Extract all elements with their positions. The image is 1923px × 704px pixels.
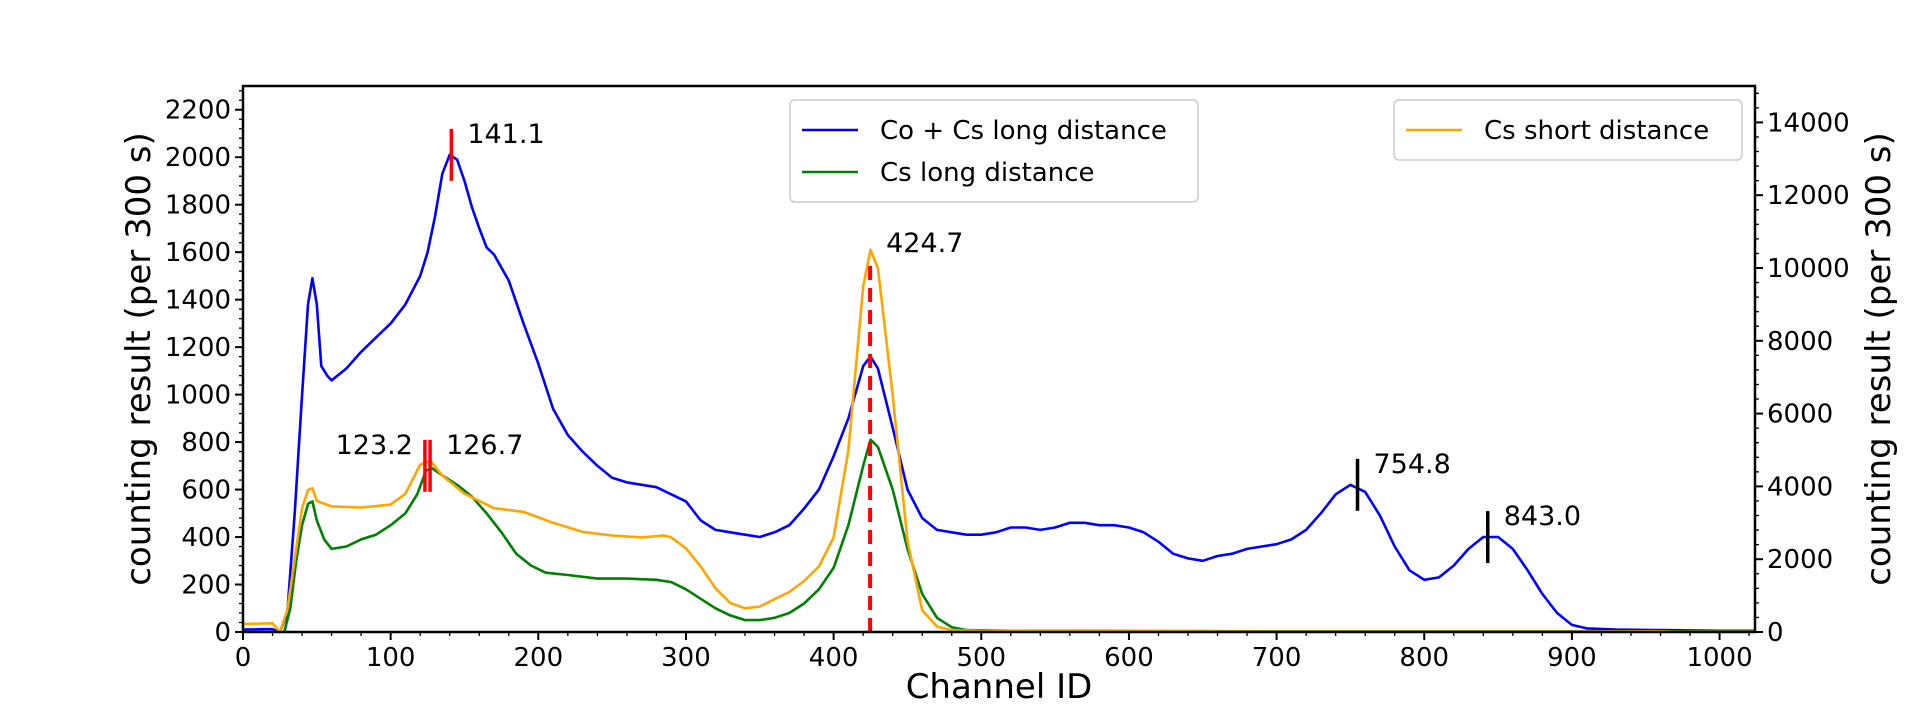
x-tick-label: 200 [513,643,563,673]
y-left-tick-label: 2200 [165,96,231,126]
peak-label-754-8: 754.8 [1374,449,1451,480]
y-left-tick-label: 600 [181,476,231,506]
y-right-tick-label: 4000 [1767,472,1833,502]
x-tick-label: 0 [235,643,252,673]
y-right-tick-label: 0 [1767,618,1784,648]
x-tick-label: 500 [956,643,1006,673]
y-left-tick-label: 400 [181,523,231,553]
y-right-tick-label: 8000 [1767,327,1833,357]
series-line-cs-long-distance [283,438,1755,633]
y-left-tick-label: 1000 [165,381,231,411]
x-tick-label: 800 [1399,643,1449,673]
y-left-tick-label: 1600 [165,238,231,268]
y-axis-left-label: counting result (per 300 s) [119,132,159,586]
legend-box [1393,99,1743,161]
y-axis-left: 0 200 400 600 800 1000 1200 1400 1600 1800 2000 220… [165,90,243,648]
series-layer [242,153,1755,634]
x-axis: 0 100 200 300 400 500 600 700 800 900 1000 [235,632,1753,673]
y-left-tick-label: 1200 [165,333,231,363]
y-right-tick-label: 10000 [1767,254,1850,284]
x-tick-label: 600 [1104,643,1154,673]
series-line-cs-short-distance [242,248,1755,634]
legend-label-co-cs-long-distance: Co + Cs long distance [880,116,1167,146]
peak-label-123-2: 123.2 [336,430,413,461]
x-tick-label: 1000 [1686,643,1752,673]
plot-frame [241,84,1757,634]
series-line-co-cs-long-distance [242,153,1755,634]
y-right-tick-label: 14000 [1767,108,1850,138]
y-axis-right-label: counting result (per 300 s) [1859,132,1899,586]
y-left-tick-label: 1800 [165,191,231,221]
x-tick-label: 700 [1252,643,1302,673]
x-axis-label: Channel ID [906,667,1093,700]
y-left-tick-label: 0 [214,618,231,648]
legend-left-axis-series: Co + Cs long distance Cs long distance [789,99,1199,203]
y-left-tick-label: 200 [181,571,231,601]
legend-label-cs-long-distance: Cs long distance [880,158,1095,188]
x-tick-label: 100 [366,643,416,673]
peak-label-141-1: 141.1 [467,119,544,150]
legend-box [789,99,1199,203]
x-tick-label: 900 [1547,643,1597,673]
legend-right-axis-series: Cs short distance [1393,99,1743,161]
y-right-tick-label: 2000 [1767,545,1833,575]
y-left-tick-label: 2000 [165,143,231,173]
y-right-tick-label: 6000 [1767,400,1833,430]
peak-label-424-7: 424.7 [886,228,963,259]
y-right-tick-label: 12000 [1767,181,1850,211]
peak-label-126-7: 126.7 [446,430,523,461]
peak-label-843-0: 843.0 [1504,501,1581,532]
x-tick-label: 300 [661,643,711,673]
peak-markers: 141.1 123.2 126.7 424.7 754.8 843.0 [336,119,1581,632]
y-left-tick-label: 800 [181,428,231,458]
y-axis-right: 0 2000 4000 6000 8000 10000 12000 14000 [1755,92,1850,648]
y-left-tick-label: 1400 [165,286,231,316]
x-tick-label: 400 [809,643,859,673]
legend-label-cs-short-distance: Cs short distance [1484,116,1709,146]
